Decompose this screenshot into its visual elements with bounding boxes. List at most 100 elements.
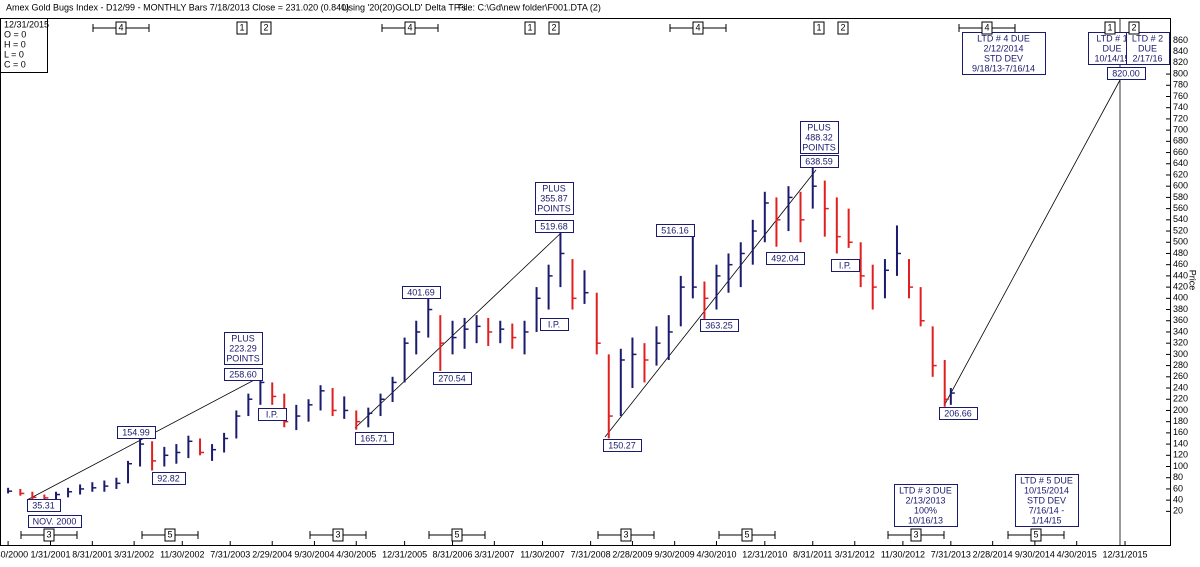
annotation-text: 2/13/2013 (905, 495, 945, 505)
marker-box (260, 21, 272, 35)
annotation-box (700, 319, 739, 332)
annotation-box (800, 121, 839, 154)
annotation-text: 165.71 (360, 433, 388, 443)
annotation-text: 519.68 (540, 221, 568, 231)
annotation-text: I.P. (548, 319, 560, 329)
y-tick-label: 180 (1173, 416, 1188, 426)
annotation-text: 100% (914, 505, 937, 515)
annotation-box (28, 515, 82, 528)
x-tick-label: 9/30/2014 (1015, 549, 1055, 559)
y-tick-label: 700 (1173, 125, 1188, 135)
marker-box (1128, 21, 1140, 35)
y-tick-label: 480 (1173, 248, 1188, 258)
chart-subtitle: Using '20(20)GOLD' Delta TP's (342, 2, 467, 12)
annotation-box (1126, 32, 1170, 65)
x-tick-label: 9/30/2009 (655, 549, 695, 559)
marker-box (813, 21, 825, 35)
marker-label: 1 (239, 22, 244, 32)
annotation-text: 363.25 (705, 320, 733, 330)
annotation-text: DUE (1102, 43, 1121, 53)
annotation-box (224, 368, 263, 381)
x-tick-label: 7/31/2013 (931, 549, 971, 559)
annotation-text: 401.69 (407, 287, 435, 297)
x-tick-label: 3/31/2002 (114, 549, 154, 559)
y-tick-label: 400 (1173, 293, 1188, 303)
annotation-box (117, 426, 156, 439)
annotation-text: 488.32 (805, 132, 833, 142)
annotation-box (939, 407, 978, 420)
y-tick-label: 800 (1173, 68, 1188, 78)
marker-box (741, 528, 753, 542)
annotation-text: STD DEV (1027, 495, 1066, 505)
annotation-text: 150.27 (608, 440, 636, 450)
y-tick-label: 60 (1173, 483, 1183, 493)
marker-box (115, 21, 127, 35)
trend-line (944, 79, 1121, 405)
marker-label: 4 (984, 22, 989, 32)
annotation-text: 820.00 (1112, 68, 1140, 78)
x-tick-label: 12/31/2005 (382, 549, 427, 559)
marker-box (981, 21, 993, 35)
y-tick-label: 620 (1173, 169, 1188, 179)
marker-label: 1 (1107, 22, 1112, 32)
annotation-text: 355.87 (540, 193, 568, 203)
annotation-text: 492.04 (771, 253, 799, 263)
x-tick-label: 3/31/2007 (474, 549, 514, 559)
y-tick-label: 560 (1173, 203, 1188, 213)
y-tick-label: 100 (1173, 461, 1188, 471)
marker-label: 4 (407, 22, 412, 32)
marker-label: 5 (454, 529, 459, 539)
annotation-text: 10/14/15 (1094, 53, 1129, 63)
y-tick-label: 20 (1173, 506, 1183, 516)
marker-box (236, 21, 248, 35)
annotation-text: 270.54 (438, 373, 466, 383)
y-tick-label: 340 (1173, 326, 1188, 336)
annotation-box (656, 224, 695, 237)
y-tick-label: 300 (1173, 349, 1188, 359)
chart-title: Amex Gold Bugs Index - D12/99 - MONTHLY … (6, 2, 349, 12)
marker-label: 2 (1131, 22, 1136, 32)
info-box (0, 18, 48, 73)
y-tick-label: 80 (1173, 472, 1183, 482)
info-text: 12/31/2015 (4, 19, 49, 29)
y-tick-label: 320 (1173, 338, 1188, 348)
y-tick-label: 780 (1173, 80, 1188, 90)
y-tick-label: 360 (1173, 315, 1188, 325)
y-tick-label: 860 (1173, 35, 1188, 45)
x-tick-label: 2/29/2004 (252, 549, 292, 559)
annotation-text: LTD # 2 (1132, 33, 1163, 43)
marker-label: 1 (816, 22, 821, 32)
plot-frame (0, 18, 1171, 546)
marker-label: 5 (167, 529, 172, 539)
y-tick-label: 680 (1173, 136, 1188, 146)
marker-box (548, 21, 560, 35)
annotation-text: 7/16/14 - (1029, 505, 1065, 515)
annotation-box (540, 318, 569, 331)
x-tick-label: 8/31/2001 (72, 549, 112, 559)
annotation-text: LTD # 1 (1096, 33, 1127, 43)
annotation-text: 10/15/2014 (1024, 485, 1069, 495)
marker-label: 3 (623, 529, 628, 539)
marker-label: 3 (913, 529, 918, 539)
annotation-box (800, 155, 839, 168)
x-tick-label: 11/30/2002 (160, 549, 204, 559)
file-label: File: C:\Gd\new folder\F001.DTA (2) (458, 2, 601, 12)
y-tick-label: 660 (1173, 147, 1188, 157)
y-tick-label: 760 (1173, 91, 1188, 101)
info-text: L = 0 (4, 49, 24, 59)
marker-box (837, 21, 849, 35)
annotation-box (962, 32, 1046, 75)
annotation-text: PLUS (807, 122, 831, 132)
y-tick-label: 420 (1173, 281, 1188, 291)
marker-label: 5 (1033, 529, 1038, 539)
annotation-text: 206.66 (944, 408, 972, 418)
annotation-text: 258.60 (229, 369, 257, 379)
y-tick-label: 600 (1173, 181, 1188, 191)
marker-label: 2 (263, 22, 268, 32)
y-tick-label: 380 (1173, 304, 1188, 314)
annotation-box (433, 372, 472, 385)
marker-label: 5 (744, 529, 749, 539)
annotation-text: 35.31 (32, 500, 55, 510)
marker-label: 3 (46, 529, 51, 539)
